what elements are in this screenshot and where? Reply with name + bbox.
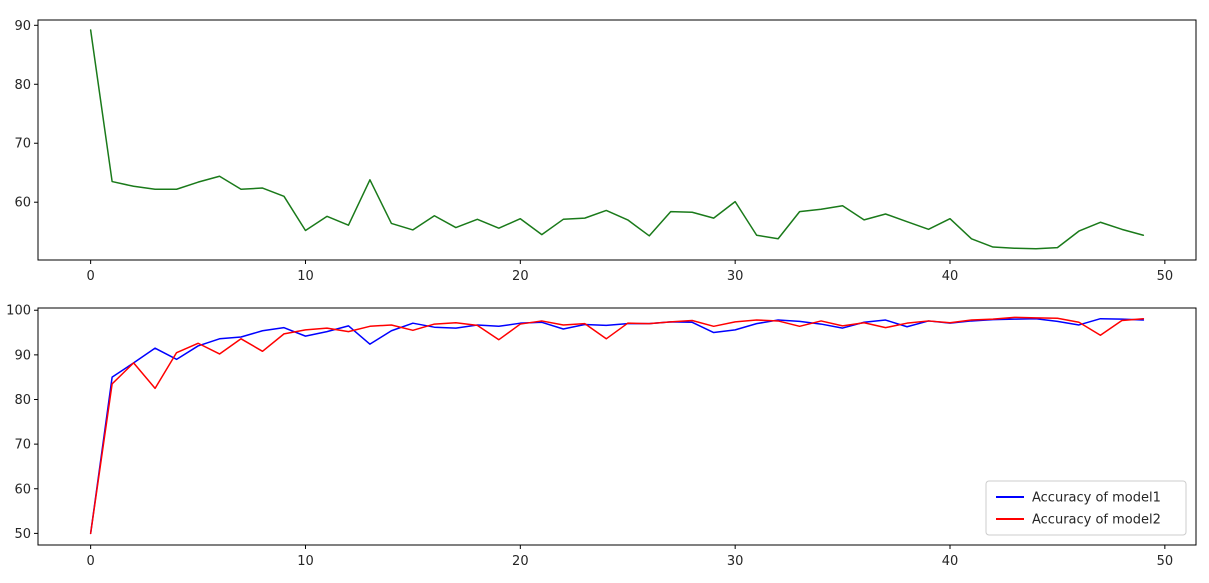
legend-label-1: Accuracy of model1 — [1032, 491, 1161, 506]
chart1-y-tick-label: 90 — [14, 19, 31, 34]
chart1-x-tick-label: 10 — [297, 269, 314, 284]
chart2-y-tick-label: 60 — [14, 482, 31, 497]
chart2-y-tick-label: 70 — [14, 438, 31, 453]
chart2-x-tick-label: 0 — [86, 554, 94, 569]
top-line-chart: 0 10 20 30 40 50 60 70 80 90 — [14, 19, 1197, 284]
chart2-y-tick-label: 50 — [14, 527, 31, 542]
chart1-series-line-1 — [89, 29, 1145, 250]
chart2-x-tick-label: 40 — [942, 554, 959, 569]
chart2-series-line-2 — [89, 316, 1145, 535]
chart1-x-tick-label: 40 — [942, 269, 959, 284]
chart1-x-tick-label: 30 — [727, 269, 744, 284]
chart1-x-tick-label: 20 — [512, 269, 529, 284]
legend-box — [985, 480, 1187, 536]
chart2-legend: Accuracy of model1 Accuracy of model2 — [985, 480, 1187, 536]
chart2-x-tick-label: 20 — [512, 554, 529, 569]
chart1-axes-frame — [37, 19, 1197, 261]
chart1-y-tick-label: 60 — [14, 196, 31, 211]
chart2-y-tick-label: 80 — [14, 393, 31, 408]
chart2-x-tick-label: 10 — [297, 554, 314, 569]
chart1-x-tick-label: 0 — [86, 269, 94, 284]
chart2-series-line-1 — [89, 317, 1145, 535]
chart2-x-tick-label: 50 — [1157, 554, 1174, 569]
chart1-x-tick-label: 50 — [1157, 269, 1174, 284]
legend-label-2: Accuracy of model2 — [1032, 513, 1161, 528]
chart1-y-tick-label: 70 — [14, 137, 31, 152]
chart2-y-tick-label: 100 — [6, 304, 31, 319]
chart2-y-tick-label: 90 — [14, 348, 31, 363]
chart1-y-tick-label: 80 — [14, 78, 31, 93]
chart2-axes-frame — [37, 307, 1197, 546]
chart2-x-tick-label: 30 — [727, 554, 744, 569]
bottom-line-chart: 0 10 20 30 40 50 50 60 70 80 90 100 Accuracy of mode… — [6, 304, 1197, 569]
